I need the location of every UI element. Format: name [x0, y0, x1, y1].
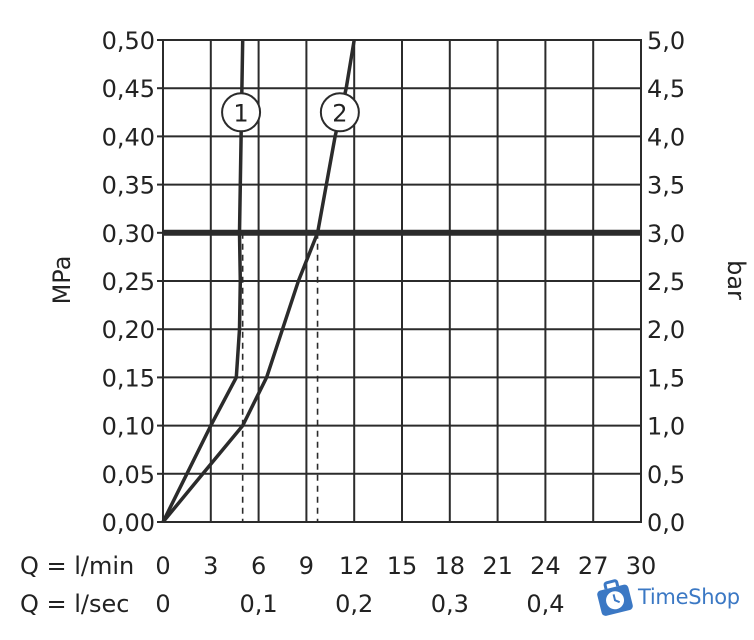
y-right-tick-label: 0,5 [647, 461, 685, 489]
x-lmin-tick-labels: 0 3 6 9 12 15 18 21 24 27 30 [155, 552, 656, 580]
series-marker-label: 2 [332, 99, 347, 127]
series-marker-2: 2 [319, 92, 360, 133]
series-marker-circle [319, 92, 360, 133]
x-lmin-axis-label: Q = l/min [20, 552, 134, 580]
y-right-tick-label: 4,0 [647, 123, 685, 151]
x-lmin-tick-label: 18 [435, 552, 466, 580]
y-right-tick-label: 3,0 [647, 220, 685, 248]
y-left-tick-label: 0,05 [102, 461, 155, 489]
y-left-tick-label: 0,45 [102, 75, 155, 103]
y-left-tick-label: 0,30 [102, 220, 155, 248]
y-left-tick-label: 0,20 [102, 316, 155, 344]
y-right-tick-label: 1,0 [647, 413, 685, 441]
y-left-tick-label: 0,25 [102, 268, 155, 296]
logo-text: TimeShop [638, 585, 740, 609]
y-right-tick-labels: 0,0 0,5 1,0 1,5 2,0 2,5 3,0 3,5 4,0 4,5 5,0 [647, 27, 685, 537]
x-lmin-tick-label: 27 [578, 552, 609, 580]
x-lmin-tick-label: 3 [203, 552, 218, 580]
y-right-tick-label: 3,5 [647, 172, 685, 200]
y-left-tick-label: 0,50 [102, 27, 155, 55]
y-left-tick-label: 0,40 [102, 123, 155, 151]
x-lmin-tick-label: 9 [299, 552, 314, 580]
y-left-tick-label: 0,10 [102, 413, 155, 441]
y-left-tick-label: 0,00 [102, 509, 155, 537]
x-lsec-tick-label: 0,3 [431, 590, 469, 618]
x-lmin-tick-label: 15 [387, 552, 418, 580]
y-right-tick-label: 5,0 [647, 27, 685, 55]
x-lmin-tick-label: 6 [251, 552, 266, 580]
y-right-tick-label: 1,5 [647, 364, 685, 392]
y-right-tick-label: 2,5 [647, 268, 685, 296]
x-lmin-tick-label: 12 [339, 552, 370, 580]
drop-lines [241, 232, 319, 522]
y-left-tick-labels: 0,00 0,05 0,10 0,15 0,20 0,25 0,30 0,35 0,40 0,45… [102, 27, 163, 537]
series-marker-label: 1 [233, 99, 248, 127]
x-lmin-tick-label: 30 [626, 552, 657, 580]
timeshop-logo: TimeShop [594, 578, 754, 618]
x-lmin-tick-label: 24 [530, 552, 561, 580]
y-right-tick-label: 2,0 [647, 316, 685, 344]
series-line-1 [161, 39, 245, 523]
y-right-tick-label: 4,5 [647, 75, 685, 103]
x-lmin-tick-label: 0 [155, 552, 170, 580]
suitcase-clock-icon [597, 579, 633, 616]
x-lsec-axis-label: Q = l/sec [20, 590, 129, 618]
x-lsec-tick-label: 0,2 [335, 590, 373, 618]
series-marker-1: 1 [221, 92, 262, 133]
x-lsec-tick-labels: 0 0,1 0,2 0,3 0,4 [155, 590, 564, 618]
x-lsec-tick-label: 0,1 [240, 590, 278, 618]
x-lsec-tick-label: 0 [155, 590, 170, 618]
series-marker-circle [221, 92, 262, 133]
y-left-axis-label: MPa [48, 256, 76, 305]
y-left-tick-label: 0,15 [102, 364, 155, 392]
y-right-tick-label: 0,0 [647, 509, 685, 537]
x-lmin-tick-label: 21 [482, 552, 513, 580]
y-right-axis-label: bar [722, 260, 750, 300]
y-left-tick-label: 0,35 [102, 172, 155, 200]
x-lsec-tick-label: 0,4 [526, 590, 564, 618]
